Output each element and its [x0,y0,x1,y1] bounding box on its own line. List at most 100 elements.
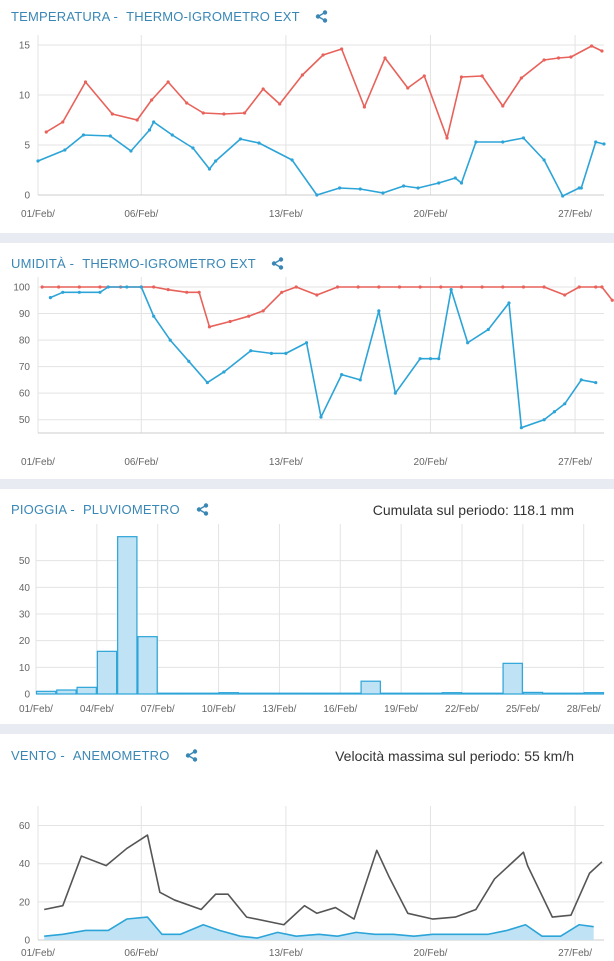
y-tick-label: 50 [19,556,31,567]
data-point [337,186,342,190]
y-tick-label: 40 [19,583,31,594]
data-point [129,149,133,153]
x-tick-label: 20/Feb/ [414,209,448,220]
data-point [201,111,205,115]
y-tick-label: 20 [19,897,31,908]
data-point [459,181,464,185]
data-point [207,325,212,329]
x-tick-label: 20/Feb/ [414,457,448,468]
data-point [600,285,604,289]
data-point [77,290,81,294]
data-point [449,288,453,292]
data-point [40,285,44,289]
data-point [108,134,112,138]
humidity-chart: 50 60 70 80 90 100 01/Feb/06/Feb/13/Feb/20/Feb… [13,277,614,468]
data-point [600,49,604,53]
data-point [356,285,360,289]
data-point [579,378,583,382]
data-point [168,338,172,342]
data-point [486,327,490,332]
sensor-label: THERMO-IGROMETRO EXT [126,9,300,24]
data-point [98,285,102,289]
rain-bar [56,689,77,695]
data-point [521,136,526,140]
data-point [135,118,139,122]
data-point [242,111,247,115]
data-point [569,55,573,59]
y-tick-label: 60 [19,389,31,400]
category-label: UMIDITÀ - [11,256,75,271]
data-point [556,56,561,60]
data-point [294,285,298,289]
share-icon[interactable] [185,749,198,765]
data-point [170,133,174,137]
y-tick-label: 100 [13,283,30,294]
data-point [152,285,156,289]
data-point [57,285,61,289]
separator [0,724,614,734]
y-tick-label: 80 [19,336,31,347]
data-point [261,309,265,313]
y-tick-label: 0 [24,936,30,947]
x-tick-label: 01/Feb/ [21,948,55,959]
x-tick-label: 19/Feb/ [384,704,418,715]
rain-bar [238,692,260,695]
category-label: VENTO - [11,748,65,763]
x-tick-label: 25/Feb/ [506,704,540,715]
series-line [50,286,596,429]
rain-bar [401,692,422,695]
data-point [397,285,402,289]
x-tick-label: 22/Feb/ [445,704,479,715]
data-point [106,285,110,289]
data-point [340,373,344,377]
data-point [247,314,251,318]
data-point [418,357,422,361]
x-tick-label: 01/Feb/ [21,209,55,220]
data-point [418,285,422,289]
data-point [480,285,484,289]
share-icon[interactable] [271,257,284,273]
x-tick-label: 27/Feb/ [558,209,592,220]
x-tick-label: 27/Feb/ [558,948,592,959]
data-point [519,76,523,80]
data-point [205,380,209,385]
category-label: TEMPERATURA - [11,9,119,24]
data-point [445,136,449,140]
y-tick-label: 10 [19,663,31,674]
data-point [358,378,362,382]
y-tick-label: 10 [19,91,31,102]
rain-bar [563,692,584,695]
data-point [519,426,523,430]
panel-umidita: UMIDITÀ - THERMO-IGROMETRO EXT 50 60 70 80 90… [0,243,614,479]
series-line [45,45,603,139]
data-point [197,290,201,294]
data-point [321,53,325,57]
data-point [507,301,511,305]
data-point [377,309,381,313]
data-point [594,140,598,144]
data-point [335,285,340,289]
panel-title: UMIDITÀ - THERMO-IGROMETRO EXT [11,256,284,273]
data-point [110,112,114,116]
data-point [437,181,441,185]
share-icon[interactable] [196,503,209,519]
data-point [466,341,470,345]
series-line [42,286,613,328]
data-point [63,148,67,152]
data-point [439,285,443,289]
rain-bar [218,692,239,695]
data-point [453,176,457,180]
x-tick-label: 10/Feb/ [202,704,236,715]
share-icon[interactable] [315,10,328,26]
panel-title: TEMPERATURA - THERMO-IGROMETRO EXT [11,9,328,26]
data-point [269,351,274,355]
data-point [61,120,65,124]
data-point [98,290,102,294]
x-tick-label: 13/Feb/ [262,704,296,715]
data-point [377,285,381,289]
y-tick-label: 15 [19,41,31,52]
rain-bar [380,692,402,695]
rain-bar [583,692,605,695]
data-point [428,357,433,361]
x-tick-label: 13/Feb/ [269,457,303,468]
